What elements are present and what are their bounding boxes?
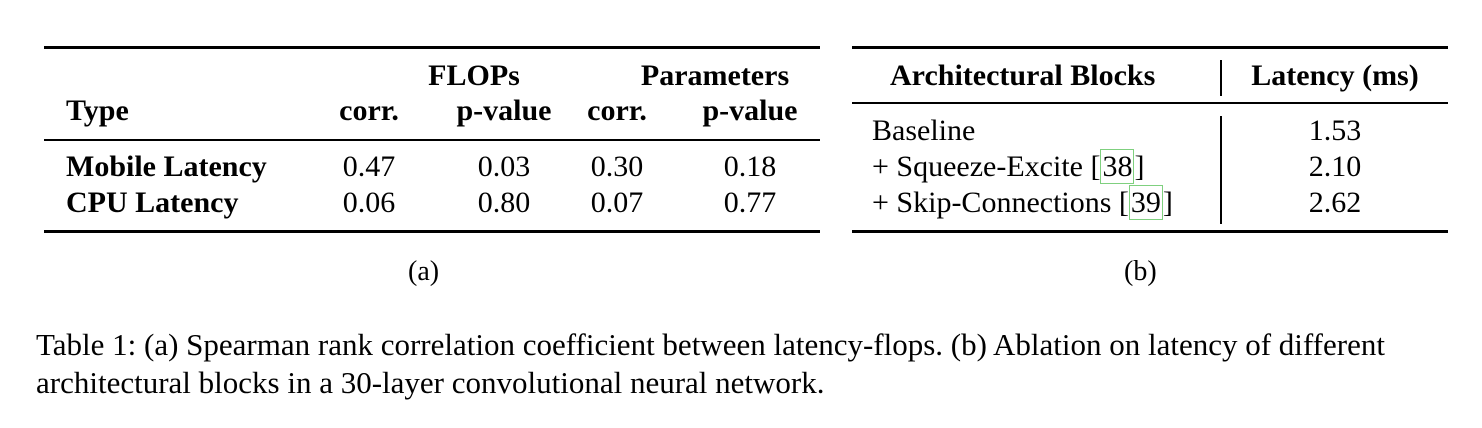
row-block: + Squeeze-Excite [38]: [872, 149, 1145, 184]
cell-latency: 2.62: [1308, 186, 1362, 219]
row-type: Mobile Latency: [66, 150, 267, 183]
table-b-header-divider: [1220, 60, 1222, 96]
header-params-corr: corr.: [587, 94, 647, 127]
cell-params-pvalue: 0.77: [723, 186, 777, 219]
block-label: + Squeeze-Excite: [872, 150, 1091, 183]
header-flops-corr: corr.: [339, 94, 399, 127]
header-flops: FLOPs: [428, 59, 520, 92]
table-caption: Table 1: (a) Spearman rank correlation c…: [36, 327, 1385, 400]
header-type: Type: [66, 94, 129, 127]
cell-latency: 2.10: [1308, 150, 1362, 183]
row-block: Baseline: [872, 114, 975, 148]
header-params-pvalue: p-value: [702, 94, 798, 127]
table-b-mid-rule: [852, 102, 1448, 104]
table-a-top-rule: [44, 46, 820, 49]
table-a-mid-rule: [44, 139, 820, 141]
header-parameters: Parameters: [640, 59, 790, 92]
citation-link[interactable]: 38: [1100, 149, 1135, 184]
cell-params-corr: 0.30: [590, 150, 644, 183]
cell-flops-corr: 0.06: [342, 186, 396, 219]
block-label: Baseline: [872, 114, 976, 147]
table-b-body-divider: [1220, 116, 1222, 224]
header-latency: Latency (ms): [1251, 59, 1419, 92]
table-a-sublabel: (a): [408, 256, 440, 287]
cell-params-corr: 0.07: [590, 186, 644, 219]
table-b-bottom-rule: [852, 230, 1448, 233]
cell-flops-corr: 0.47: [342, 150, 396, 183]
table-b-top-rule: [852, 46, 1448, 49]
cell-params-pvalue: 0.18: [723, 150, 777, 183]
header-flops-pvalue: p-value: [456, 94, 552, 127]
table-a-bottom-rule: [44, 230, 820, 233]
cell-flops-pvalue: 0.80: [477, 186, 531, 219]
row-block: + Skip-Connections [39]: [872, 185, 1173, 220]
cell-flops-pvalue: 0.03: [477, 150, 531, 183]
block-label: + Skip-Connections: [872, 186, 1119, 219]
header-architectural-blocks: Architectural Blocks: [890, 59, 1156, 92]
table-b-sublabel: (b): [1124, 256, 1157, 287]
row-type: CPU Latency: [66, 186, 239, 219]
citation-link[interactable]: 39: [1128, 185, 1163, 220]
cell-latency: 1.53: [1308, 114, 1362, 147]
